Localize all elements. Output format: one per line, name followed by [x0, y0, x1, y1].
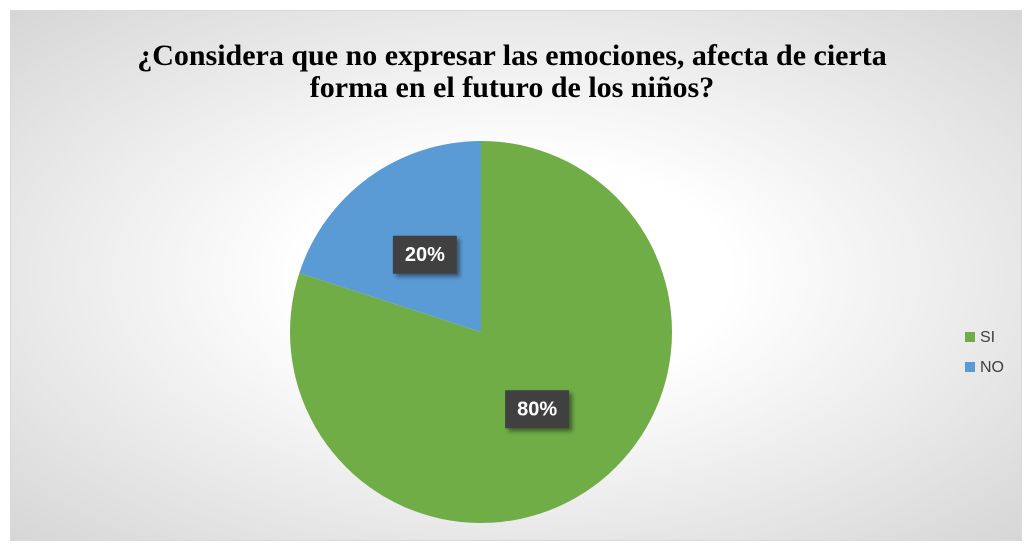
data-label: 80% — [517, 399, 557, 421]
pie-slice — [299, 141, 481, 332]
legend-swatch — [965, 362, 975, 372]
legend-swatch — [965, 332, 975, 342]
data-label-box — [392, 235, 457, 274]
data-label: 20% — [405, 244, 445, 266]
legend-label: SI — [980, 329, 995, 346]
legend-label: NO — [980, 359, 1004, 376]
chart-title: ¿Considera que no expresar las emociones… — [137, 39, 887, 104]
data-label-box — [505, 390, 570, 429]
